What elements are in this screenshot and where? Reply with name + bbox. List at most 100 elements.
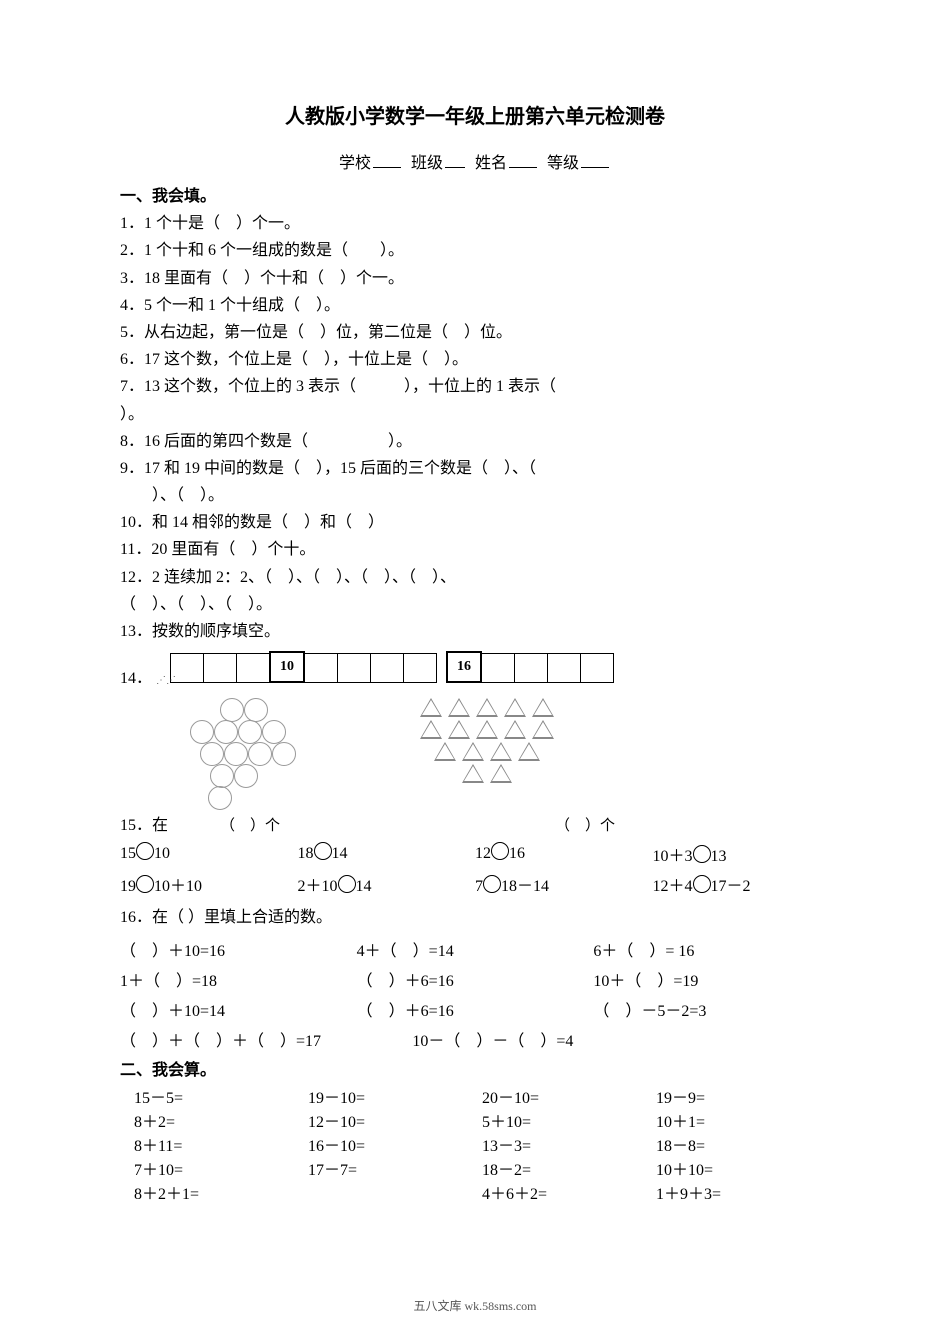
calc-cell: 10＋1= bbox=[656, 1108, 830, 1132]
compare-cell: 10＋313 bbox=[653, 842, 831, 866]
triangle-count-label: （ ）个 bbox=[495, 814, 830, 839]
q13-box bbox=[370, 653, 404, 683]
q13-box bbox=[304, 653, 338, 683]
name-blank bbox=[509, 153, 537, 168]
triangle-icon bbox=[504, 698, 526, 717]
triangle-icon bbox=[504, 720, 526, 739]
class-label: 班级 bbox=[411, 155, 443, 172]
class-blank bbox=[445, 153, 465, 168]
triangle-icon bbox=[420, 720, 442, 739]
q13-box: 16 bbox=[446, 651, 482, 683]
compare-cell: 1510 bbox=[120, 842, 298, 866]
calc-cell: 19－9= bbox=[656, 1084, 830, 1108]
fill-cell: （ ）＋6=16 bbox=[357, 967, 594, 991]
compare-circle-icon bbox=[693, 845, 711, 863]
q6: 6．17 这个数，个位上是（ ），十位上是（ ）。 bbox=[120, 346, 830, 373]
q4: 4．5 个一和 1 个十组成（ ）。 bbox=[120, 292, 830, 319]
calc-cell: 13－3= bbox=[482, 1132, 656, 1156]
triangle-icon bbox=[462, 764, 484, 783]
q13-box bbox=[514, 653, 548, 683]
fill-cell: 1＋（ ）=18 bbox=[120, 967, 357, 991]
q12a: 12．2 连续加 2：2、（ ）、（ ）、（ ）、（ ）、 bbox=[120, 564, 830, 591]
q13-box: 10 bbox=[269, 651, 305, 683]
q15-compare-grid: 15101814121610＋3131910＋102＋1014718－1412＋… bbox=[120, 842, 830, 896]
fill-cell: 10＋（ ）=19 bbox=[593, 967, 830, 991]
q16-fill-grid: （ ）＋10=164＋（ ）=146＋（ ）= 161＋（ ）=18（ ）＋6=… bbox=[120, 937, 830, 1051]
fill-cell: （ ）＋（ ）＋（ ）=17 bbox=[120, 1027, 412, 1051]
q13-label: 13．按数的顺序填空。 bbox=[120, 618, 830, 645]
q7b: ）。 bbox=[120, 401, 830, 428]
compare-cell: 12＋417－2 bbox=[653, 872, 831, 896]
grade-blank bbox=[581, 153, 609, 168]
q11: 11．20 里面有（ ）个十。 bbox=[120, 536, 830, 563]
compare-cell: 2＋1014 bbox=[298, 872, 476, 896]
calc-cell: 4＋6＋2= bbox=[482, 1180, 656, 1204]
compare-circle-icon bbox=[314, 842, 332, 860]
calc-cell: 19－10= bbox=[308, 1084, 482, 1108]
school-label: 学校 bbox=[339, 155, 371, 172]
q13-box bbox=[236, 653, 270, 683]
fill-cell: 6＋（ ）= 16 bbox=[593, 937, 830, 961]
q9a: 9．17 和 19 中间的数是（ ），15 后面的三个数是（ ）、（ bbox=[120, 455, 830, 482]
calc-cell: 18－8= bbox=[656, 1132, 830, 1156]
triangle-icon bbox=[518, 742, 540, 761]
circle-figure bbox=[180, 698, 340, 808]
page-title: 人教版小学数学一年级上册第六单元检测卷 bbox=[120, 100, 830, 129]
triangle-icon bbox=[476, 720, 498, 739]
calc-cell: 5＋10= bbox=[482, 1108, 656, 1132]
q13-box bbox=[580, 653, 614, 683]
q14-prefix: 14． bbox=[120, 670, 152, 687]
compare-cell: 1910＋10 bbox=[120, 872, 298, 896]
compare-circle-icon bbox=[491, 842, 509, 860]
triangle-icon bbox=[448, 720, 470, 739]
name-label: 姓名 bbox=[475, 155, 507, 172]
triangle-icon bbox=[532, 698, 554, 717]
calc-cell: 17－7= bbox=[308, 1156, 482, 1180]
q2: 2．1 个十和 6 个一组成的数是（ ）。 bbox=[120, 237, 830, 264]
compare-circle-icon bbox=[483, 875, 501, 893]
calc-cell: 15－5= bbox=[134, 1084, 308, 1108]
triangle-icon bbox=[448, 698, 470, 717]
triangle-icon bbox=[490, 742, 512, 761]
q3: 3．18 里面有（ ）个十和（ ）个一。 bbox=[120, 265, 830, 292]
compare-circle-icon bbox=[136, 875, 154, 893]
calc-cell: 8＋11= bbox=[134, 1132, 308, 1156]
school-blank bbox=[373, 153, 401, 168]
calc-cell bbox=[308, 1180, 482, 1204]
q10: 10．和 14 相邻的数是（ ）和（ ） bbox=[120, 509, 830, 536]
q12b: （ ）、（ ）、（ ）。 bbox=[120, 591, 830, 618]
calc-cell: 8＋2= bbox=[134, 1108, 308, 1132]
q13-box bbox=[403, 653, 437, 683]
student-info-line: 学校 班级 姓名 等级 bbox=[120, 149, 830, 173]
circle-count-label: （ ）个 bbox=[180, 814, 495, 839]
calc-cell: 16－10= bbox=[308, 1132, 482, 1156]
q15-label: 15．在 bbox=[120, 817, 168, 834]
section-1-heading: 一、我会填。 bbox=[120, 183, 830, 210]
compare-cell: 718－14 bbox=[475, 872, 653, 896]
calc-grid: 15－5=19－10=20－10=19－9= 8＋2=12－10=5＋10=10＋… bbox=[120, 1084, 830, 1204]
calc-cell: 18－2= bbox=[482, 1156, 656, 1180]
calc-cell: 12－10= bbox=[308, 1108, 482, 1132]
fill-cell: （ ）－5－2=3 bbox=[593, 997, 830, 1021]
triangle-icon bbox=[434, 742, 456, 761]
triangle-figure bbox=[420, 698, 554, 786]
q13-box bbox=[337, 653, 371, 683]
fill-cell: （ ）＋10=14 bbox=[120, 997, 357, 1021]
q1: 1．1 个十是（ ）个一。 bbox=[120, 210, 830, 237]
triangle-icon bbox=[462, 742, 484, 761]
fill-cell: （ ）＋6=16 bbox=[357, 997, 594, 1021]
q8: 8．16 后面的第四个数是（ ）。 bbox=[120, 428, 830, 455]
triangle-icon bbox=[532, 720, 554, 739]
grade-label: 等级 bbox=[547, 155, 579, 172]
q13-box bbox=[481, 653, 515, 683]
calc-cell: 10＋10= bbox=[656, 1156, 830, 1180]
fill-cell: （ ）＋10=16 bbox=[120, 937, 357, 961]
q13-box bbox=[547, 653, 581, 683]
triangle-icon bbox=[476, 698, 498, 717]
compare-circle-icon bbox=[338, 875, 356, 893]
triangle-icon bbox=[490, 764, 512, 783]
fill-cell: 10－（ ）－（ ）=4 bbox=[412, 1027, 621, 1051]
calc-cell: 20－10= bbox=[482, 1084, 656, 1108]
q7a: 7．13 这个数，个位上的 3 表示（ ），十位上的 1 表示（ bbox=[120, 373, 830, 400]
compare-cell: 1216 bbox=[475, 842, 653, 866]
